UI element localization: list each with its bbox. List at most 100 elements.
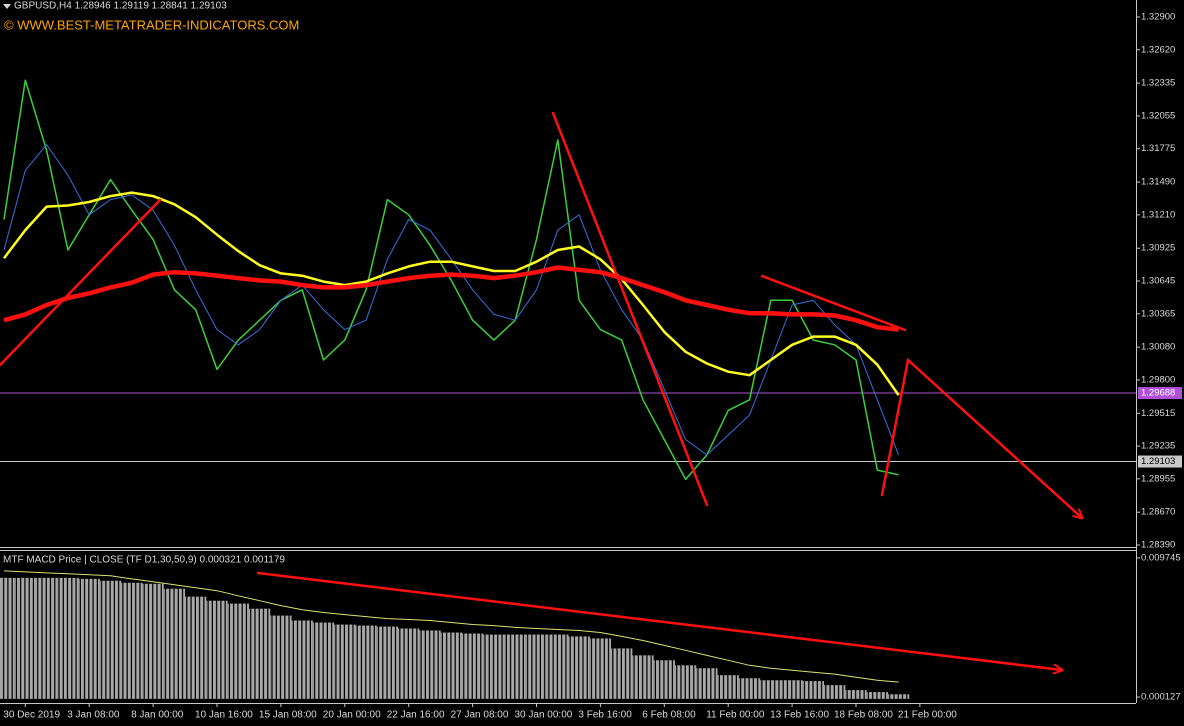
histogram-bar <box>696 668 718 699</box>
histogram-bar <box>461 633 484 699</box>
x-tick-label: 21 Feb 00:00 <box>898 710 957 721</box>
menu-triangle[interactable] <box>3 4 11 9</box>
y-tick-label: 1.31490 <box>1141 177 1175 188</box>
trend-line <box>0 198 162 367</box>
y-tick-label: 1.31775 <box>1141 143 1175 154</box>
histogram-bar <box>483 634 505 699</box>
histogram-bar <box>845 690 867 699</box>
histogram-bar <box>653 660 675 699</box>
x-tick-label: 27 Jan 08:00 <box>451 710 509 721</box>
histogram-bar <box>35 577 58 699</box>
histogram-bar <box>0 577 15 699</box>
y-tick-label: 1.31210 <box>1141 209 1175 220</box>
histogram-bar <box>611 648 633 699</box>
macd-panel: 0.009745 0.000127 30 Dec 2019 3 Jan 08:00 8 … <box>0 552 1181 721</box>
x-tick-label: 18 Feb 08:00 <box>834 710 893 721</box>
indicator-title: MTF MACD Price | CLOSE (TF D1,30,50,9) 0… <box>3 555 285 566</box>
histogram-bar <box>206 600 228 699</box>
trend-line <box>760 274 907 332</box>
histogram-bar <box>504 634 526 699</box>
histogram-bar <box>887 694 910 699</box>
y-tick-label: 1.30925 <box>1141 243 1175 254</box>
histogram-bar <box>760 680 782 699</box>
histogram-bar <box>866 692 888 699</box>
y-tick-label: 1.30645 <box>1141 276 1175 287</box>
histogram-bar <box>355 625 377 699</box>
y-tick-label: 1.28390 <box>1141 540 1175 551</box>
series-line <box>3 265 899 332</box>
x-tick-label: 30 Jan 00:00 <box>515 710 573 721</box>
symbol-header: GBPUSD,H4 1.28946 1.29119 1.28841 1.2910… <box>14 1 227 12</box>
y-tick-label: 1.29515 <box>1141 408 1175 419</box>
histogram-bar <box>525 634 548 699</box>
main-panel: 1.32900 1.32620 1.32335 1.32055 1.31775 1.314… <box>0 11 1182 551</box>
y-tick-label: 1.29235 <box>1141 441 1175 452</box>
histogram-bar <box>291 620 313 699</box>
histogram-bar <box>419 630 441 699</box>
histogram-bar <box>717 675 739 699</box>
price-level-box <box>1138 455 1182 468</box>
histogram-bar <box>185 596 207 699</box>
histogram-bar <box>738 678 761 699</box>
histogram-bar <box>802 681 825 699</box>
macd-trend-arrow <box>256 571 1062 670</box>
trend-line <box>551 111 709 507</box>
x-tick-label: 22 Jan 16:00 <box>387 710 445 721</box>
histogram-bar <box>674 665 697 699</box>
histogram-bar <box>632 655 654 699</box>
histogram-bar <box>440 632 462 699</box>
y-tick-label: 1.28955 <box>1141 473 1175 484</box>
histogram-bar <box>568 636 590 699</box>
x-tick-label: 3 Feb 16:00 <box>578 710 632 721</box>
histogram-bar <box>57 577 79 699</box>
x-tick-label: 10 Jan 16:00 <box>195 710 253 721</box>
histogram-bar <box>78 578 100 699</box>
x-tick-label: 6 Feb 08:00 <box>642 710 696 721</box>
series-line <box>3 570 899 683</box>
frame <box>0 0 1137 704</box>
y-tick-label: 0.000127 <box>1141 692 1181 703</box>
x-tick-label: 3 Jan 08:00 <box>67 710 120 721</box>
trend-annotations <box>0 111 1082 670</box>
histogram-bar <box>99 580 122 699</box>
histogram-bar <box>270 615 292 699</box>
x-tick-label: 11 Feb 00:00 <box>706 710 765 721</box>
x-tick-label: 8 Jan 00:00 <box>131 710 184 721</box>
y-tick-label: 1.28670 <box>1141 507 1175 518</box>
histogram-bar <box>334 624 356 699</box>
y-tick-label: 1.32900 <box>1141 11 1175 22</box>
x-tick-label: 30 Dec 2019 <box>3 710 60 721</box>
series-line <box>3 144 900 456</box>
histogram-bar <box>824 685 846 699</box>
x-tick-label: 13 Feb 16:00 <box>770 710 829 721</box>
histogram-bar <box>163 588 186 699</box>
histogram-bar <box>248 608 271 699</box>
y-tick-label: 1.32335 <box>1141 78 1175 89</box>
histogram-bar <box>312 622 335 699</box>
y-tick-label: 1.32055 <box>1141 110 1175 121</box>
y-tick-label: 0.009745 <box>1141 552 1181 563</box>
histogram-bar <box>547 634 569 699</box>
price-level-label: 1.29688 <box>1141 388 1175 399</box>
histogram-bar <box>398 628 420 699</box>
x-tick-label: 20 Jan 00:00 <box>323 710 381 721</box>
histogram-bar <box>14 577 36 699</box>
price-level-label: 1.29103 <box>1141 456 1175 467</box>
forecast-arrow <box>880 357 1082 518</box>
y-tick-label: 1.30080 <box>1141 342 1175 353</box>
price-level-box <box>1138 387 1182 400</box>
y-tick-label: 1.30365 <box>1141 308 1175 319</box>
histogram-bar <box>781 680 803 699</box>
histogram-bar <box>227 603 249 699</box>
y-tick-label: 1.32620 <box>1141 44 1175 55</box>
series-line <box>3 79 899 481</box>
watermark: © WWW.BEST-METATRADER-INDICATORS.COM <box>4 17 299 32</box>
series-line <box>3 191 900 396</box>
histogram-bar <box>589 638 612 699</box>
x-tick-label: 15 Jan 08:00 <box>259 710 317 721</box>
histogram-bar <box>376 626 399 699</box>
histogram-bar <box>142 583 164 699</box>
y-tick-label: 1.29800 <box>1141 374 1175 385</box>
histogram-bar <box>121 582 143 699</box>
